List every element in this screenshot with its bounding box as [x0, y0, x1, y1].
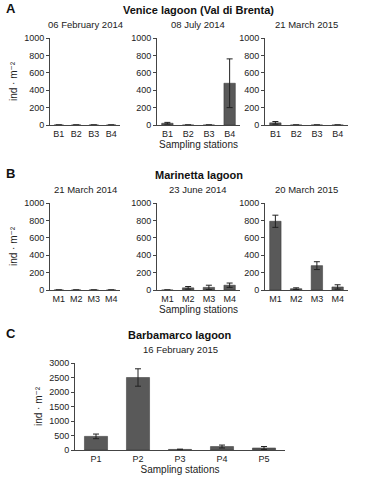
svg-text:3000: 3000 [49, 358, 69, 368]
svg-text:ind · m⁻²: ind · m⁻² [33, 386, 44, 426]
svg-text:P2: P2 [132, 454, 143, 464]
svg-text:20 March 2015: 20 March 2015 [275, 184, 338, 195]
svg-text:800: 800 [136, 216, 151, 226]
svg-text:800: 800 [29, 216, 44, 226]
svg-text:Venice lagoon (Val di Brenta): Venice lagoon (Val di Brenta) [123, 4, 274, 16]
svg-text:1000: 1000 [24, 198, 44, 208]
svg-text:B3: B3 [203, 129, 214, 139]
svg-text:B1: B1 [53, 129, 64, 139]
svg-text:M2: M2 [70, 294, 83, 304]
svg-text:P3: P3 [174, 454, 185, 464]
svg-text:200: 200 [136, 103, 151, 113]
svg-text:ind · m⁻²: ind · m⁻² [8, 61, 19, 101]
svg-text:200: 200 [29, 103, 44, 113]
svg-text:0: 0 [254, 120, 259, 130]
svg-text:0: 0 [64, 445, 69, 455]
svg-text:600: 600 [29, 233, 44, 243]
svg-text:600: 600 [244, 233, 259, 243]
svg-text:1000: 1000 [49, 416, 69, 426]
svg-text:800: 800 [29, 51, 44, 61]
svg-text:A: A [6, 1, 16, 16]
svg-text:600: 600 [136, 68, 151, 78]
svg-text:M4: M4 [331, 294, 344, 304]
svg-text:M1: M1 [269, 294, 282, 304]
svg-text:B4: B4 [106, 129, 117, 139]
svg-text:800: 800 [244, 216, 259, 226]
svg-text:M4: M4 [105, 294, 118, 304]
svg-text:P1: P1 [90, 454, 101, 464]
svg-text:0: 0 [146, 120, 151, 130]
svg-text:2000: 2000 [49, 387, 69, 397]
svg-text:M3: M3 [203, 294, 216, 304]
svg-text:400: 400 [244, 250, 259, 260]
svg-text:600: 600 [244, 68, 259, 78]
svg-text:M1: M1 [52, 294, 65, 304]
svg-text:B2: B2 [291, 129, 302, 139]
svg-text:21 March 2014: 21 March 2014 [54, 184, 117, 195]
svg-text:200: 200 [244, 268, 259, 278]
svg-text:B: B [6, 166, 15, 181]
svg-text:B2: B2 [183, 129, 194, 139]
svg-text:M1: M1 [161, 294, 174, 304]
svg-text:1500: 1500 [49, 402, 69, 412]
svg-text:1000: 1000 [239, 33, 259, 43]
svg-text:800: 800 [244, 51, 259, 61]
svg-text:M4: M4 [223, 294, 236, 304]
svg-text:M3: M3 [87, 294, 100, 304]
svg-text:B4: B4 [332, 129, 343, 139]
svg-text:16 February 2015: 16 February 2015 [143, 344, 218, 355]
svg-text:P4: P4 [216, 454, 227, 464]
svg-text:Marinetta lagoon: Marinetta lagoon [155, 169, 243, 181]
svg-text:06 February 2014: 06 February 2014 [48, 19, 123, 30]
svg-text:500: 500 [54, 431, 69, 441]
svg-text:23 June 2014: 23 June 2014 [169, 184, 227, 195]
svg-text:B3: B3 [311, 129, 322, 139]
svg-text:200: 200 [136, 268, 151, 278]
svg-text:B4: B4 [224, 129, 235, 139]
svg-text:0: 0 [146, 285, 151, 295]
svg-text:C: C [6, 326, 16, 341]
svg-text:0: 0 [39, 120, 44, 130]
svg-text:1000: 1000 [131, 198, 151, 208]
svg-text:Barbamarco lagoon: Barbamarco lagoon [128, 329, 232, 341]
svg-text:600: 600 [29, 68, 44, 78]
svg-text:B3: B3 [88, 129, 99, 139]
svg-text:B2: B2 [71, 129, 82, 139]
svg-text:1000: 1000 [131, 33, 151, 43]
svg-text:P5: P5 [258, 454, 269, 464]
svg-text:400: 400 [29, 250, 44, 260]
svg-text:Sampling stations: Sampling stations [141, 464, 220, 475]
svg-text:0: 0 [254, 285, 259, 295]
svg-text:Sampling stations: Sampling stations [159, 304, 238, 315]
svg-text:0: 0 [39, 285, 44, 295]
svg-text:Sampling stations: Sampling stations [159, 139, 238, 150]
svg-text:M2: M2 [290, 294, 303, 304]
svg-text:08 July 2014: 08 July 2014 [171, 19, 225, 30]
svg-text:M3: M3 [311, 294, 324, 304]
svg-text:800: 800 [136, 51, 151, 61]
svg-text:400: 400 [136, 85, 151, 95]
svg-text:400: 400 [29, 85, 44, 95]
svg-text:600: 600 [136, 233, 151, 243]
svg-text:1000: 1000 [24, 33, 44, 43]
svg-text:21 March 2015: 21 March 2015 [275, 19, 338, 30]
svg-text:2500: 2500 [49, 373, 69, 383]
svg-text:1000: 1000 [239, 198, 259, 208]
svg-text:B1: B1 [270, 129, 281, 139]
svg-text:200: 200 [244, 103, 259, 113]
svg-text:M2: M2 [182, 294, 195, 304]
svg-text:400: 400 [136, 250, 151, 260]
svg-text:400: 400 [244, 85, 259, 95]
svg-text:ind · m⁻²: ind · m⁻² [8, 226, 19, 266]
svg-text:B1: B1 [162, 129, 173, 139]
svg-text:200: 200 [29, 268, 44, 278]
